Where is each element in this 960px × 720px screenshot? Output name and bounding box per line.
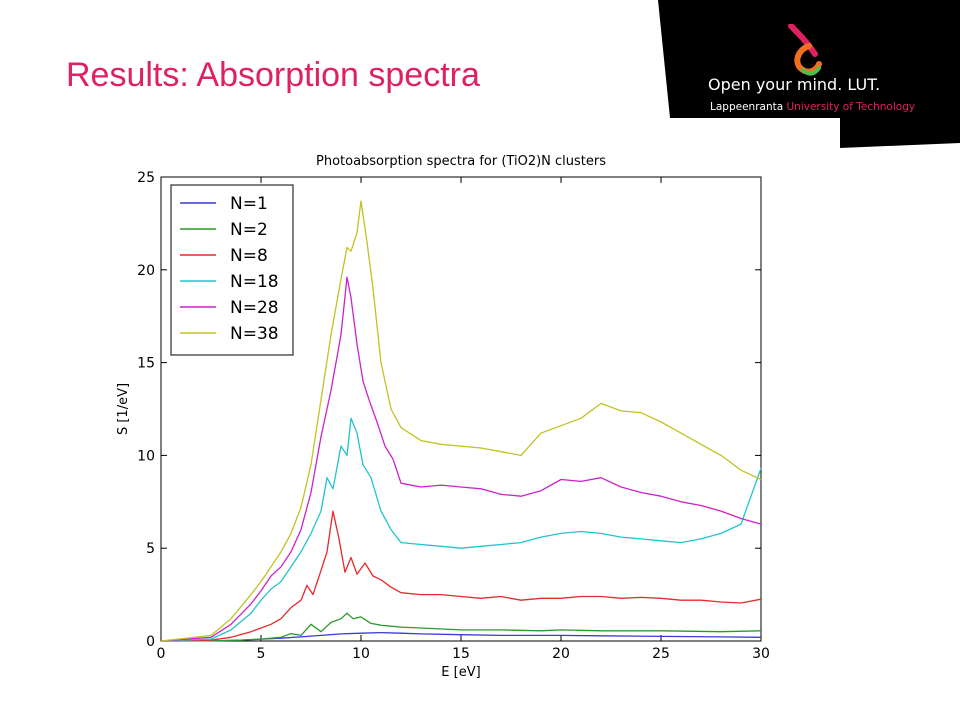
slide-title: Results: Absorption spectra	[66, 56, 480, 94]
legend-box	[170, 184, 294, 356]
legend-label-n38: N=38	[230, 324, 279, 344]
legend-label-n28: N=28	[230, 298, 279, 318]
y-tick-label: 5	[146, 541, 155, 557]
legend-label-n2: N=2	[230, 220, 268, 240]
y-tick-label: 15	[137, 356, 155, 372]
x-tick-label: 30	[752, 646, 770, 662]
chart-title: Photoabsorption spectra for (TiO2)N clus…	[316, 154, 606, 169]
lut-ampersand-logo-icon	[785, 23, 825, 80]
x-tick-label: 25	[652, 646, 670, 662]
y-tick-label: 0	[146, 634, 155, 650]
x-tick-label: 0	[157, 646, 166, 662]
logo-city: Lappeenranta	[710, 101, 784, 113]
absorption-chart: Photoabsorption spectra for (TiO2)N clus…	[116, 154, 770, 680]
legend-label-n18: N=18	[230, 272, 279, 292]
legend-label-n8: N=8	[230, 246, 268, 266]
y-tick-label: 20	[137, 263, 155, 279]
x-tick-label: 10	[352, 646, 370, 662]
series-line-n2	[160, 612, 762, 642]
series-line-n8	[160, 510, 762, 642]
series-line-n18	[160, 417, 762, 642]
series-line-n28	[160, 276, 762, 642]
y-tick-label: 10	[137, 448, 155, 464]
x-tick-label: 5	[257, 646, 266, 662]
logo-slogan: Open your mind. LUT.	[708, 75, 881, 94]
x-tick-label: 15	[452, 646, 470, 662]
y-tick-label: 25	[137, 170, 155, 186]
logo-university: University of Technology	[786, 101, 916, 113]
y-axis-label: S [1/eV]	[116, 383, 131, 435]
legend: N=1 N=2 N=8 N=18 N=28 N=38	[170, 184, 294, 356]
series-lines	[160, 200, 762, 642]
y-axis-ticks: 0 5 10 15 20 25	[137, 170, 761, 650]
x-tick-label: 20	[552, 646, 570, 662]
logo-university-name: Lappeenranta University of Technology	[710, 101, 915, 113]
x-axis-label: E [eV]	[441, 665, 480, 680]
legend-label-n1: N=1	[230, 194, 268, 214]
series-line-n38	[160, 200, 762, 642]
x-axis-ticks: 0 5 10 15 20 25 30	[157, 177, 770, 662]
